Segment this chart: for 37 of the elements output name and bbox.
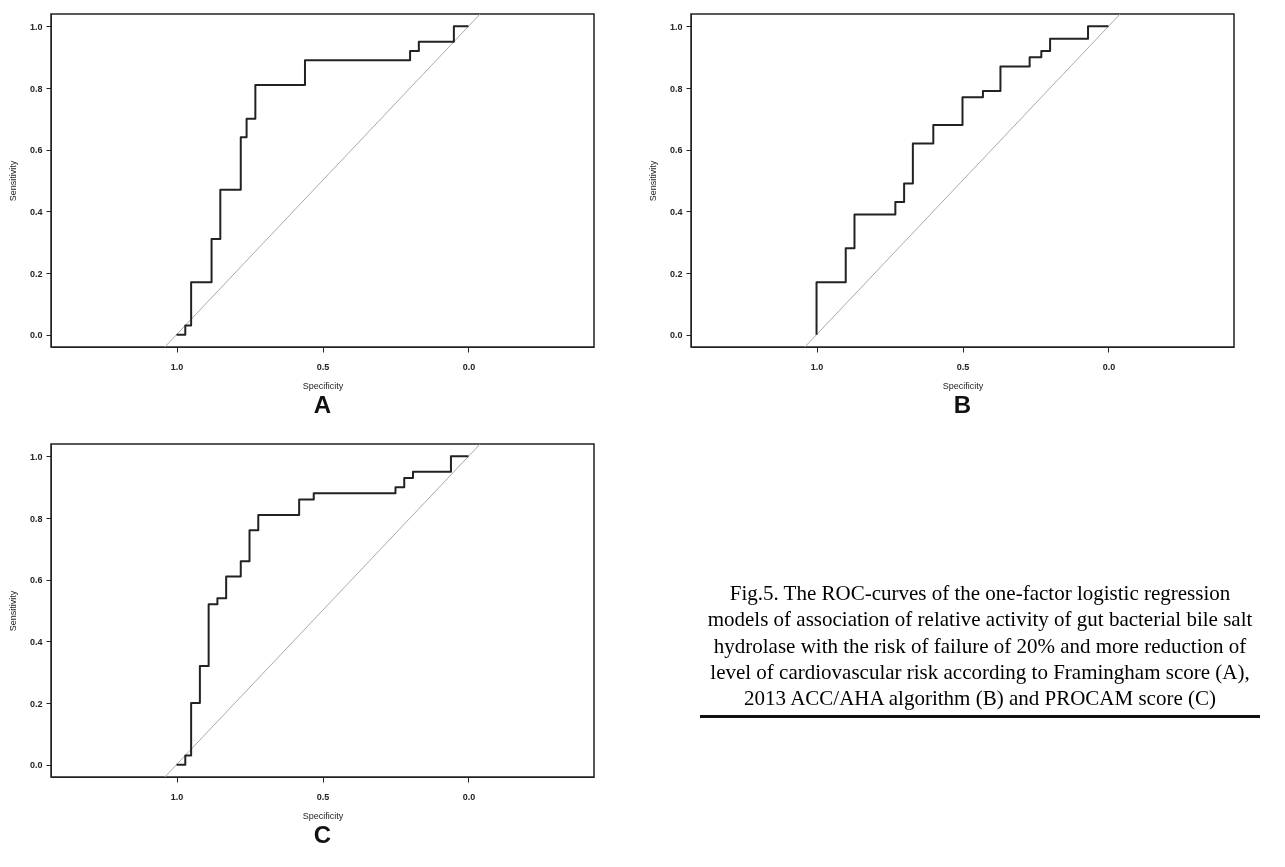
x-tick-label: 1.0 bbox=[810, 361, 824, 372]
text: A bbox=[313, 391, 332, 418]
x-tick-label: 0.0 bbox=[462, 791, 476, 802]
y-tick-label: 0.0 bbox=[669, 330, 683, 341]
x-tick-label: 0.5 bbox=[316, 361, 330, 372]
y-tick-label: 0.8 bbox=[29, 83, 43, 94]
x-tick-label: 0.0 bbox=[462, 361, 476, 372]
y-tick-label: 1.0 bbox=[29, 21, 43, 32]
y-tick-label: 0.4 bbox=[669, 206, 683, 217]
y-axis-title: Sensitivity bbox=[7, 160, 18, 202]
x-tick-label: 0.5 bbox=[316, 791, 330, 802]
text: B bbox=[953, 391, 972, 418]
y-tick-label: 0.6 bbox=[669, 145, 683, 156]
y-tick-label: 0.2 bbox=[29, 698, 43, 709]
y-tick-label: 1.0 bbox=[29, 451, 43, 462]
y-tick-label: 0.4 bbox=[29, 206, 43, 217]
y-tick-label: 0.2 bbox=[29, 268, 43, 279]
y-tick-label: 0.6 bbox=[29, 575, 43, 586]
x-tick-label: 1.0 bbox=[170, 361, 184, 372]
y-axis-title: Sensitivity bbox=[647, 160, 658, 202]
text: C bbox=[313, 821, 332, 848]
x-axis-title: Specificity bbox=[302, 810, 344, 821]
y-tick-label: 0.2 bbox=[669, 268, 683, 279]
x-tick-label: 1.0 bbox=[170, 791, 184, 802]
x-axis-title: Specificity bbox=[302, 380, 344, 391]
caption: Fig.5. The ROC-curves of the one-factor logistic regression models of association of relative activity of gut bacterial bile salt hydrolase with the risk of failure of 20% and more reduction of level of cardiovascular risk according to Framingham score (A), 2013 ACC/AHA algorithm (B) and PROCAM score (C) bbox=[700, 580, 1260, 719]
x-tick-label: 0.5 bbox=[956, 361, 970, 372]
y-tick-label: 0.8 bbox=[669, 83, 683, 94]
y-tick-label: 1.0 bbox=[669, 21, 683, 32]
y-tick-label: 0.4 bbox=[29, 636, 43, 647]
y-tick-label: 0.8 bbox=[29, 513, 43, 524]
y-axis-title: Sensitivity bbox=[7, 590, 18, 632]
x-tick-label: 0.0 bbox=[1102, 361, 1116, 372]
x-axis-title: Specificity bbox=[942, 380, 984, 391]
y-tick-label: 0.0 bbox=[29, 760, 43, 771]
y-tick-label: 0.6 bbox=[29, 145, 43, 156]
y-tick-label: 0.0 bbox=[29, 330, 43, 341]
